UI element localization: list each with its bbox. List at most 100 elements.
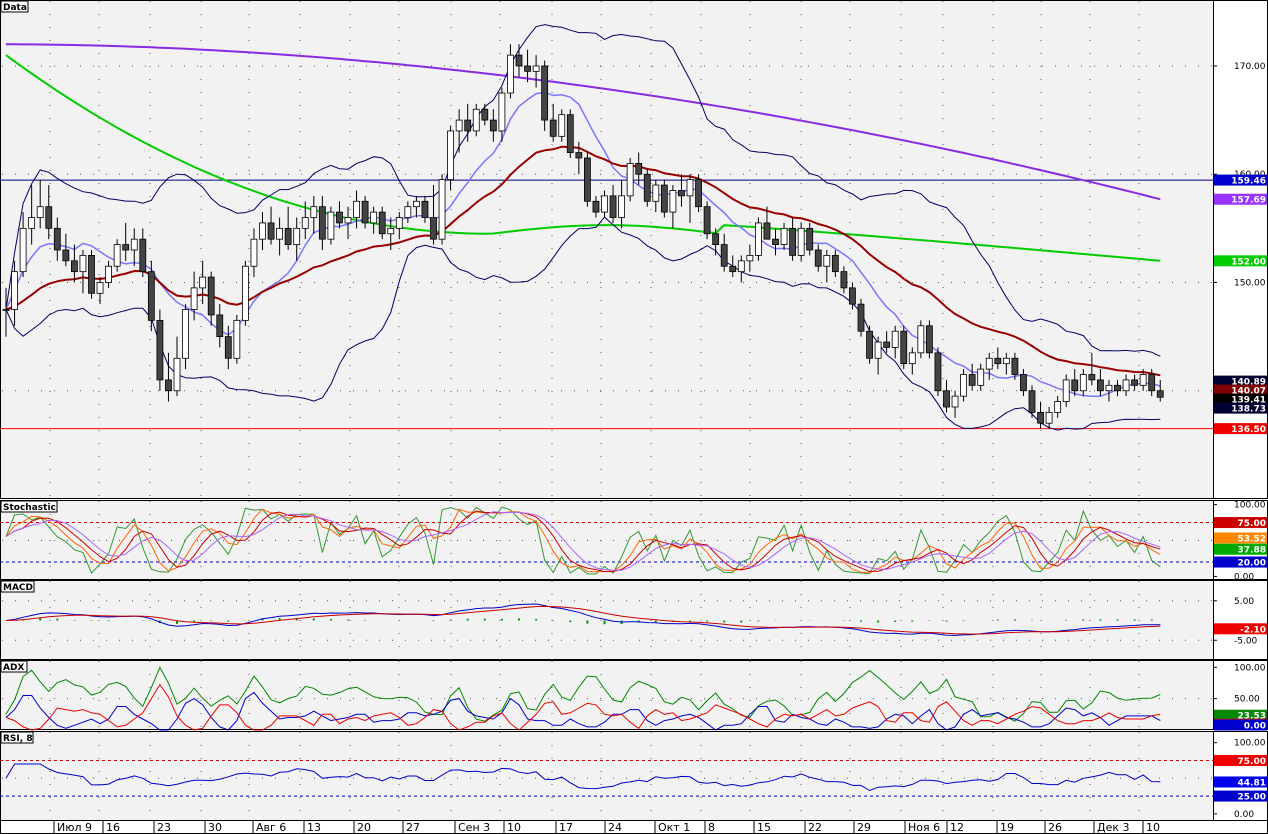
candle-body	[1131, 379, 1138, 386]
value-badge-label: 138.73	[1231, 405, 1266, 415]
candle-body	[797, 227, 805, 256]
candle	[618, 179, 625, 229]
candle-body	[943, 390, 950, 408]
candle	[147, 260, 155, 332]
y-tick-label: 170.00	[1234, 62, 1266, 72]
x-tick-label: 8	[708, 821, 715, 834]
candle	[327, 206, 335, 245]
candle-body	[79, 255, 87, 273]
value-badge-label: 75.00	[1238, 519, 1266, 529]
candle-body	[968, 374, 976, 386]
candle	[900, 325, 908, 370]
candle	[370, 206, 378, 234]
candle	[635, 152, 643, 186]
candle	[1097, 369, 1104, 397]
candle	[395, 212, 403, 240]
candle	[575, 141, 583, 175]
candle-body	[113, 244, 121, 267]
candle	[549, 103, 557, 142]
candle-body	[575, 152, 583, 159]
candle-body	[1088, 374, 1096, 381]
value-badge-label: 20.00	[1238, 559, 1266, 569]
candle	[1045, 406, 1053, 429]
candle	[652, 179, 660, 213]
stochastic-title-box	[0, 500, 58, 513]
macd-grid	[2, 581, 1213, 660]
ema-line	[5, 145, 1161, 377]
candle	[1122, 374, 1130, 397]
candle	[541, 60, 549, 131]
candle-body	[635, 162, 643, 175]
y-tick-label: 150.00	[1234, 278, 1266, 288]
candle	[88, 250, 95, 299]
candle-body	[592, 200, 600, 213]
candle-body	[498, 92, 506, 132]
candle	[1054, 396, 1062, 418]
candle-body	[105, 265, 112, 283]
candle-body	[11, 271, 18, 310]
candle-body	[241, 265, 249, 321]
bollinger-lower-line	[5, 216, 1161, 431]
value-badge	[1214, 517, 1267, 529]
candle-body	[276, 227, 284, 240]
candle-body	[53, 227, 61, 251]
adx-plus-di-line	[5, 691, 1161, 731]
x-tick-label: 26	[1048, 821, 1062, 834]
candle	[156, 309, 164, 391]
candle	[746, 244, 754, 272]
rsi-title-box	[0, 731, 34, 744]
candle	[1020, 369, 1027, 397]
value-badge	[1214, 384, 1267, 396]
value-badge-label: 139.41	[1231, 396, 1266, 406]
adx-markers: 23.5313.270.00	[1214, 709, 1267, 732]
x-tick-label: Сен 3	[458, 821, 490, 834]
stochastic-d-line	[5, 510, 1161, 573]
candle-body	[45, 206, 53, 229]
candle-body	[908, 352, 916, 365]
candle	[720, 233, 728, 272]
candle	[857, 298, 865, 337]
candle-body	[900, 330, 908, 365]
candle	[421, 195, 429, 223]
candle	[139, 228, 147, 278]
stochastic-series	[0, 506, 1213, 575]
candle	[609, 185, 617, 223]
value-badge-label: 140.07	[1231, 387, 1266, 397]
candle-body	[507, 54, 514, 94]
candle-body	[720, 244, 728, 267]
x-tick-label: 27	[406, 821, 420, 834]
candle	[62, 233, 70, 267]
candle-body	[147, 271, 155, 321]
candle-body	[643, 173, 651, 202]
candle-body	[814, 249, 822, 267]
candle-body	[789, 227, 796, 256]
candle	[977, 363, 985, 391]
value-badge	[1214, 532, 1267, 544]
data-plot-area	[0, 0, 1214, 499]
value-badge	[1214, 719, 1267, 731]
candle-body	[165, 379, 172, 392]
stochastic-k-line	[5, 508, 1161, 574]
candle-body	[250, 238, 258, 267]
candle	[241, 260, 249, 326]
candle	[849, 282, 856, 310]
candle	[105, 260, 112, 288]
candle	[926, 320, 933, 359]
candle-body	[926, 325, 933, 354]
x-tick-label: 16	[106, 821, 120, 834]
value-badge-label: 53.52	[1238, 534, 1266, 544]
value-badge	[1214, 556, 1267, 568]
macd-title-box	[0, 580, 35, 593]
candle-body	[763, 222, 771, 240]
value-badge-label: 44.81	[1238, 778, 1266, 788]
y-tick-label: 100.00	[1234, 739, 1266, 749]
candle-body	[464, 119, 472, 132]
candle-body	[857, 303, 865, 332]
candle-body	[1020, 374, 1027, 392]
candle-body	[216, 314, 224, 338]
value-badge-label: 140.89	[1231, 378, 1266, 388]
candle-body	[190, 287, 198, 310]
candle-body	[1097, 379, 1104, 392]
candle-body	[259, 222, 266, 240]
